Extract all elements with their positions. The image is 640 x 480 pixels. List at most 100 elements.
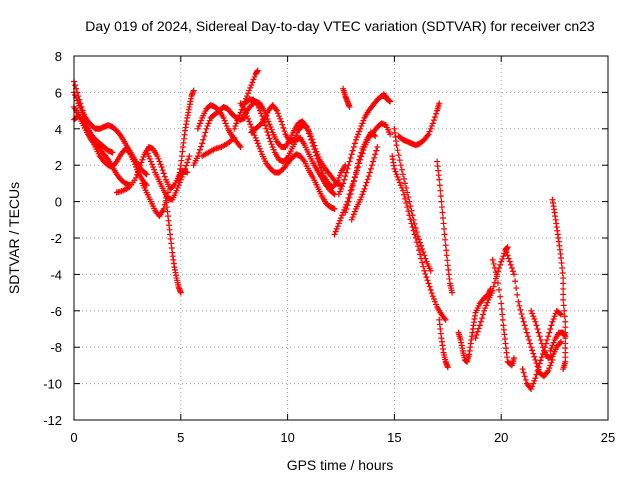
data-point [413, 229, 420, 236]
data-point [373, 147, 380, 154]
data-point [248, 82, 255, 89]
data-point [498, 258, 505, 265]
data-point [426, 283, 433, 290]
data-point [535, 329, 542, 336]
series-track-v [389, 153, 449, 323]
data-point [436, 182, 443, 189]
data-point [205, 120, 212, 127]
data-point [550, 339, 557, 346]
data-point [393, 171, 400, 178]
data-point [549, 342, 556, 349]
y-tick-label: -2 [50, 231, 62, 246]
data-point [516, 302, 523, 309]
data-point [175, 182, 182, 189]
plot-frame [73, 55, 609, 421]
data-point [425, 131, 432, 138]
data-point [560, 275, 567, 282]
data-point [545, 333, 552, 340]
data-point [356, 156, 363, 163]
data-point [476, 322, 483, 329]
data-point [340, 180, 347, 187]
series-track-ai [380, 91, 394, 105]
data-point [195, 149, 202, 156]
data-point [332, 228, 339, 235]
data-point [529, 310, 536, 317]
data-point [439, 209, 446, 216]
data-point [404, 204, 411, 211]
data-point [415, 247, 422, 254]
data-point [508, 265, 515, 272]
data-point [392, 168, 399, 175]
data-point [178, 174, 185, 181]
series-track-h [162, 194, 184, 296]
data-point [556, 340, 563, 347]
data-point [222, 120, 229, 127]
data-point [482, 305, 489, 312]
data-point [546, 329, 553, 336]
data-points [71, 67, 569, 393]
data-point [202, 129, 209, 136]
data-point [505, 255, 512, 262]
data-point [484, 299, 491, 306]
series-track-l [199, 134, 238, 160]
data-point [318, 167, 325, 174]
y-tick-label: 6 [55, 85, 62, 100]
data-point [370, 158, 377, 165]
data-point [478, 315, 485, 322]
series-track-ac [489, 256, 518, 369]
data-point [354, 164, 361, 171]
data-point [263, 125, 270, 132]
data-point [268, 141, 275, 148]
data-point [489, 287, 496, 294]
data-point [368, 162, 375, 169]
data-point [561, 313, 568, 320]
data-point [438, 204, 445, 211]
data-point [480, 311, 487, 318]
data-point [277, 115, 284, 122]
data-point [74, 97, 81, 104]
data-point [387, 98, 394, 105]
data-point [281, 128, 288, 135]
data-point [359, 120, 366, 127]
data-point [502, 245, 509, 252]
data-point [409, 224, 416, 231]
data-point [155, 155, 162, 162]
data-point [183, 162, 190, 169]
data-point [406, 198, 413, 205]
data-point [404, 189, 411, 196]
data-point [401, 175, 408, 182]
data-point [364, 176, 371, 183]
data-point [560, 280, 567, 287]
data-point [221, 117, 228, 124]
data-point [425, 280, 432, 287]
data-point [520, 369, 527, 376]
data-point [254, 67, 261, 74]
data-point [409, 212, 416, 219]
data-point [112, 159, 119, 166]
data-point [309, 136, 316, 143]
data-point [154, 153, 161, 160]
data-point [551, 313, 558, 320]
data-point [236, 142, 243, 149]
data-point [269, 144, 276, 150]
data-point [344, 202, 351, 209]
data-point [135, 168, 142, 175]
data-point [547, 326, 554, 332]
data-point [514, 291, 521, 298]
data-point [237, 109, 244, 116]
data-point [533, 322, 540, 329]
data-point [405, 194, 412, 201]
data-point [160, 205, 167, 212]
data-point [559, 270, 566, 277]
data-point [139, 156, 146, 163]
data-point [538, 354, 545, 361]
series-track-g [139, 180, 171, 220]
data-point [437, 187, 444, 194]
data-point [475, 325, 482, 332]
data-point [372, 133, 379, 140]
data-point [358, 194, 365, 201]
data-point [313, 148, 320, 155]
data-point [420, 263, 427, 270]
data-point [439, 214, 446, 221]
series-track-af [528, 307, 565, 362]
